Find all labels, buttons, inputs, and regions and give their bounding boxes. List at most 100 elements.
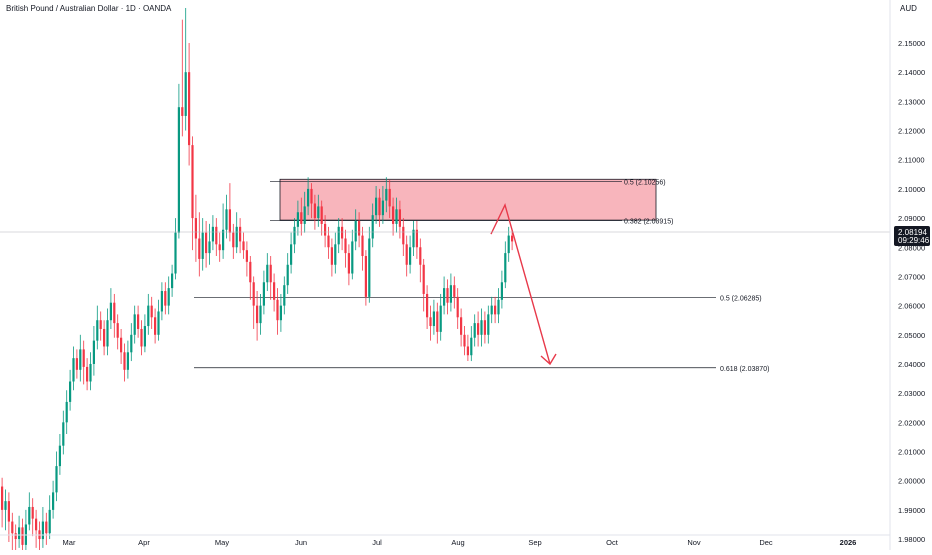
candle-body xyxy=(466,346,469,356)
candle-body xyxy=(113,302,116,324)
time-tick-label: Jul xyxy=(372,538,382,547)
candle xyxy=(405,235,408,277)
candle-body xyxy=(215,226,218,245)
candle-body xyxy=(228,209,231,233)
candle-body xyxy=(58,445,61,467)
candle xyxy=(154,308,157,344)
candle-body xyxy=(188,72,191,146)
candle xyxy=(426,285,429,329)
candle xyxy=(174,218,177,280)
candle-body xyxy=(432,311,435,327)
candle xyxy=(446,279,449,315)
candle xyxy=(368,226,371,303)
candle-body xyxy=(327,235,330,248)
candle xyxy=(62,410,65,455)
candle-body xyxy=(473,323,476,338)
candle-body xyxy=(477,323,480,335)
candle-body xyxy=(419,247,422,265)
candle-body xyxy=(266,264,269,283)
candle-body xyxy=(28,506,31,525)
candle xyxy=(259,293,262,335)
candle xyxy=(324,215,327,248)
candle-body xyxy=(371,215,374,239)
candle xyxy=(96,305,99,350)
candle xyxy=(157,299,160,341)
candle-body xyxy=(405,244,408,265)
candle-body xyxy=(218,244,221,251)
candle xyxy=(1,477,4,528)
candle xyxy=(11,512,14,551)
price-tick-label: 2.03000 xyxy=(898,389,925,398)
candle-body xyxy=(222,229,225,251)
candle xyxy=(245,241,248,277)
time-axis[interactable]: Mar Apr May Jun Jul Aug Sep Oct Nov Dec 2026 xyxy=(63,538,857,547)
candle-body xyxy=(239,226,242,242)
candle-body xyxy=(252,282,255,306)
candle xyxy=(432,299,435,335)
candle-body xyxy=(69,381,72,402)
candle-body xyxy=(79,349,82,370)
candle xyxy=(99,311,102,341)
candle xyxy=(429,305,432,341)
candle xyxy=(52,480,55,519)
candle xyxy=(375,185,378,224)
candle xyxy=(35,509,38,548)
candle-body xyxy=(157,311,160,335)
candle xyxy=(211,215,214,251)
time-tick-label: Nov xyxy=(687,538,701,547)
current-price-tag: 2.08194 09:29:46 xyxy=(894,226,930,246)
candle-body xyxy=(259,305,262,324)
candle xyxy=(378,188,381,227)
candle-body xyxy=(72,358,75,382)
candle-body xyxy=(439,305,442,332)
candle xyxy=(344,229,347,268)
candle-body xyxy=(150,305,153,318)
candle xyxy=(256,291,259,341)
candle-body xyxy=(21,527,24,545)
candle-body xyxy=(310,188,313,204)
candle-body xyxy=(422,264,425,294)
currency-label: AUD xyxy=(900,4,917,13)
candle-body xyxy=(160,291,163,312)
candle xyxy=(137,305,140,338)
candle-body xyxy=(388,188,391,207)
fib-levels-layer: 0.5 (2.10256) 0.382 (2.08915) 0.5 (2.06285… xyxy=(194,179,769,373)
candle-body xyxy=(453,285,456,297)
candle xyxy=(395,197,398,233)
candle xyxy=(310,183,313,219)
price-tag-bg xyxy=(894,226,930,246)
candle xyxy=(191,136,194,251)
candle xyxy=(79,334,82,382)
candle-body xyxy=(198,238,201,259)
candle xyxy=(164,282,167,315)
candle-body xyxy=(494,305,497,315)
candle-body xyxy=(446,288,449,303)
candle xyxy=(439,293,442,341)
candle xyxy=(334,232,337,274)
candle-body xyxy=(249,261,252,283)
candle xyxy=(208,223,211,265)
candle-body xyxy=(208,241,211,254)
candle-body xyxy=(55,466,58,493)
projection-arrow-layer xyxy=(490,202,557,366)
candle xyxy=(160,282,163,321)
candle xyxy=(327,226,330,259)
candle-body xyxy=(106,320,109,347)
time-tick-label: Aug xyxy=(451,538,464,547)
candle-body xyxy=(137,314,140,329)
candle-body xyxy=(7,501,10,522)
candle xyxy=(358,212,361,248)
price-axis[interactable]: 2.15000 2.14000 2.13000 2.12000 2.11000 2.100… xyxy=(898,39,925,544)
candle-body xyxy=(191,145,194,219)
candle xyxy=(181,19,184,137)
candle-body xyxy=(96,320,99,341)
candle-body xyxy=(307,188,310,207)
candle xyxy=(279,293,282,332)
candle-body xyxy=(225,209,228,230)
candle xyxy=(184,7,187,131)
candle xyxy=(225,194,228,239)
candle-body xyxy=(11,521,14,534)
candle-body xyxy=(358,220,361,236)
